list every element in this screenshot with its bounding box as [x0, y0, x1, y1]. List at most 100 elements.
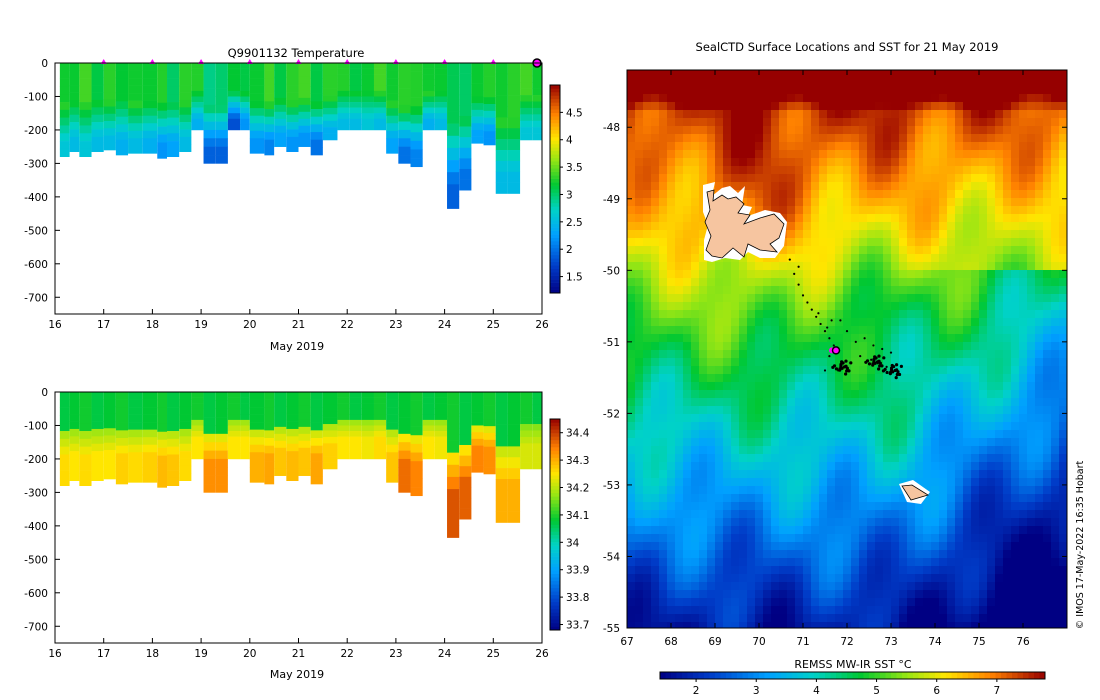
sst-cell [915, 206, 924, 215]
sst-cell [699, 238, 708, 247]
sst-cell [835, 118, 844, 127]
sst-cell [763, 318, 772, 327]
sst-cell [731, 582, 740, 591]
sst-cell [747, 334, 756, 343]
sst-cell [763, 302, 772, 311]
sst-cell [1019, 190, 1028, 199]
sst-cell [627, 174, 636, 183]
profile-cell [447, 99, 460, 112]
sst-cell [995, 430, 1004, 439]
sst-cell [1003, 78, 1012, 87]
sst-cell [851, 486, 860, 495]
profile-cell [59, 407, 70, 416]
sst-cell [739, 574, 748, 583]
sst-cell [1003, 510, 1012, 519]
profile-cell [142, 123, 158, 132]
sst-cell [667, 246, 676, 255]
sst-cell [835, 214, 844, 223]
sst-cell [651, 206, 660, 215]
sst-cell [827, 510, 836, 519]
sst-cell [875, 526, 884, 535]
sst-cell [1019, 286, 1028, 295]
sst-cell [835, 438, 844, 447]
y-tick-label: 0 [41, 58, 48, 70]
sst-cell [691, 590, 700, 599]
sst-cell [979, 310, 988, 319]
sst-cell [979, 582, 988, 591]
sst-cell [651, 390, 660, 399]
profile-cell [398, 121, 411, 131]
profile-cell [398, 408, 411, 418]
sst-cell [811, 478, 820, 487]
sst-cell [1027, 398, 1036, 407]
sst-cell [803, 310, 812, 319]
colorbar-cell [550, 506, 560, 511]
sst-cell [795, 598, 804, 607]
profile-cell [240, 408, 250, 415]
sst-cell [747, 366, 756, 375]
profile-cell [483, 138, 496, 146]
profile-cell [240, 96, 250, 103]
sst-cell [667, 350, 676, 359]
sst-cell [667, 158, 676, 167]
sst-cell [771, 166, 780, 175]
sst-cell [747, 70, 756, 79]
sst-cell [899, 158, 908, 167]
sst-cell [1011, 326, 1020, 335]
profile-cell [227, 419, 241, 426]
profile-cell [520, 456, 533, 463]
profile-cell [240, 63, 250, 69]
sst-cell [739, 198, 748, 207]
profile-cell [179, 107, 192, 116]
sst-cell [955, 550, 964, 559]
sst-cell [963, 126, 972, 135]
sst-cell [979, 334, 988, 343]
sst-cell [955, 446, 964, 455]
sst-cell [827, 190, 836, 199]
sst-cell [739, 102, 748, 111]
sst-cell [979, 430, 988, 439]
sst-cell [915, 278, 924, 287]
sst-cell [707, 494, 716, 503]
sst-cell [667, 150, 676, 159]
sst-cell [707, 358, 716, 367]
sst-cell [731, 478, 740, 487]
sst-cell [955, 414, 964, 423]
profile-cell [103, 421, 116, 429]
profile-cell [203, 467, 216, 476]
sst-cell [1059, 366, 1067, 375]
sst-cell [803, 230, 812, 239]
sst-cell [987, 270, 996, 279]
profile-cell [249, 138, 265, 147]
sst-cell [995, 566, 1004, 575]
profile-cell [337, 425, 350, 432]
sst-cell [1035, 462, 1044, 471]
profile-cell [227, 431, 241, 437]
x-tick-label: 20 [243, 648, 256, 660]
sst-cell [875, 606, 884, 615]
sst-cell [987, 398, 996, 407]
profile-cell [483, 432, 496, 441]
sst-cell [907, 334, 916, 343]
profile-cell [128, 422, 143, 430]
sst-cell [731, 534, 740, 543]
sst-cell [771, 390, 780, 399]
sst-cell [787, 102, 796, 111]
sst-cell [747, 310, 756, 319]
sst-cell [811, 270, 820, 279]
x-tick-label: 17 [97, 319, 110, 331]
sst-cell [931, 174, 940, 183]
sst-cell [699, 414, 708, 423]
profile-cell [422, 414, 435, 421]
profile-cell [227, 124, 241, 131]
profile-cell [191, 453, 204, 460]
profile-cell [471, 103, 484, 111]
sst-cell [1003, 230, 1012, 239]
sst-cell [987, 278, 996, 287]
sst-cell [643, 390, 652, 399]
profile-cell [91, 85, 104, 93]
sst-cell [811, 150, 820, 159]
sst-cell [651, 518, 660, 527]
sst-cell [843, 398, 852, 407]
colorbar-cell [550, 436, 560, 441]
